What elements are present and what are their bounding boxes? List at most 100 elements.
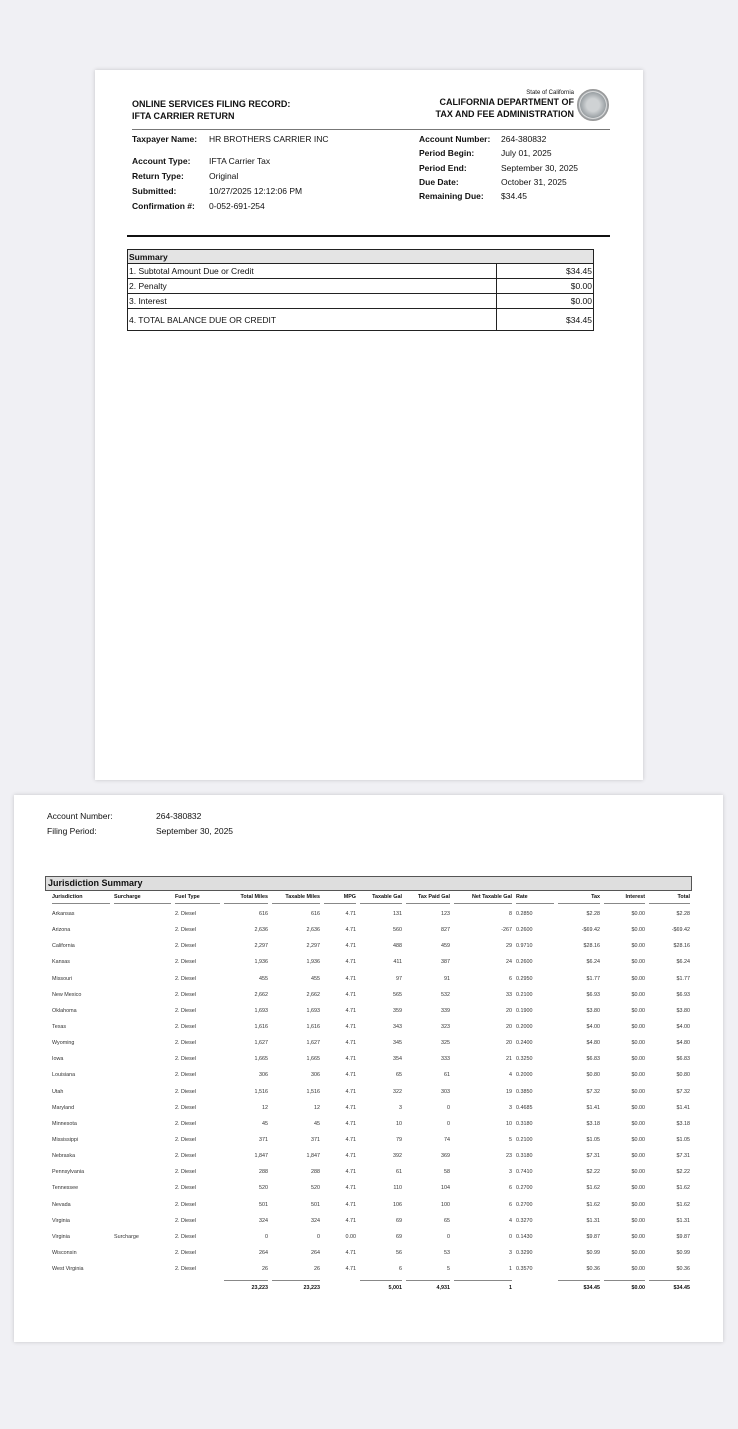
table-cell: 110 (393, 1185, 402, 1192)
field-value: 0-052-691-254 (209, 201, 265, 211)
table-cell: 53 (444, 1250, 450, 1257)
table-cell: 0.2700 (516, 1185, 533, 1192)
table-cell: 0.2700 (516, 1201, 533, 1208)
table-cell: 616 (259, 911, 268, 918)
table-cell: Mississippi (52, 1137, 79, 1144)
table-row: California 2. Diesel 2,297 2,297 4.71 488 459 2… (50, 938, 692, 954)
table-cell: 4.71 (345, 1120, 357, 1127)
table-cell: 10 (396, 1120, 402, 1127)
table-cell: 2,297 (254, 943, 269, 950)
table-cell (112, 1261, 173, 1277)
table-cell: 91 (444, 975, 450, 982)
table-cell: 359 (393, 1007, 402, 1014)
table-cell: 2. Diesel (175, 943, 196, 950)
table-cell: 2. Diesel (175, 1007, 196, 1014)
table-cell: 4.71 (345, 1072, 357, 1079)
table-cell: 2. Diesel (175, 1040, 196, 1047)
column-header-label: Total Miles (224, 894, 268, 904)
table-cell: 1,627 (306, 1040, 321, 1047)
column-header-label: Rate (516, 894, 554, 904)
table-cell: 264 (311, 1250, 320, 1257)
column-header: Tax (556, 894, 602, 906)
table-cell: $1.31 (676, 1217, 691, 1224)
table-row: Wyoming 2. Diesel 1,627 1,627 4.71 345 325 20 0.… (50, 1035, 692, 1051)
table-cell: 4.71 (345, 943, 357, 950)
table-cell: Virginia (52, 1217, 70, 1224)
table-cell: 827 (441, 927, 450, 934)
table-cell: 323 (441, 1024, 450, 1031)
field-label: Due Date: (419, 177, 459, 187)
table-cell: Texas (52, 1024, 67, 1031)
table-cell (112, 1180, 173, 1196)
table-cell: $0.00 (631, 911, 646, 918)
summary-row: 3. Interest $0.00 (127, 293, 594, 309)
table-cell: Nevada (52, 1201, 71, 1208)
table-cell: $0.00 (631, 1266, 646, 1273)
totals-row: 23,223 23,223 5,001 4,931 1 $34.45 $0.00 $34.45 (50, 1277, 692, 1293)
total-cell (173, 1277, 222, 1293)
table-cell: 3 (509, 1104, 512, 1111)
table-cell: $7.32 (676, 1088, 691, 1095)
table-cell: $7.32 (586, 1088, 601, 1095)
summary-label: 2. Penalty (127, 278, 497, 294)
table-cell: 2. Diesel (175, 1217, 196, 1224)
table-cell: 12 (262, 1104, 268, 1111)
table-cell: $1.62 (676, 1201, 691, 1208)
column-header-label: Interest (604, 894, 645, 904)
table-cell: 2. Diesel (175, 1056, 196, 1063)
table-row: Pennsylvania 2. Diesel 288 288 4.71 61 58 3 0.74… (50, 1164, 692, 1180)
table-cell: $0.00 (631, 1104, 646, 1111)
table-cell: 1,847 (306, 1153, 321, 1160)
total-cell: $0.00 (602, 1277, 647, 1293)
account-value: 264-380832 (156, 811, 202, 821)
table-cell: $6.83 (586, 1056, 601, 1063)
field-label: Taxpayer Name: (132, 134, 198, 144)
table-cell: 0.7410 (516, 1169, 533, 1176)
table-cell: $0.00 (631, 1007, 646, 1014)
table-cell: 26 (262, 1266, 268, 1273)
field-value: July 01, 2025 (501, 148, 552, 158)
table-cell (112, 954, 173, 970)
table-cell: 288 (311, 1169, 320, 1176)
summary-label: 4. TOTAL BALANCE DUE OR CREDIT (127, 308, 497, 331)
table-row: West Virginia 2. Diesel 26 26 4.71 6 5 1 0.3570 $… (50, 1261, 692, 1277)
table-cell (112, 971, 173, 987)
table-cell: $2.22 (586, 1169, 601, 1176)
table-cell: 0.3250 (516, 1056, 533, 1063)
table-cell: 0 (447, 1233, 450, 1240)
column-header-label: Surcharge (114, 894, 171, 904)
total-value: 5,001 (360, 1279, 402, 1291)
table-cell: 21 (506, 1056, 512, 1063)
table-cell: $6.93 (676, 991, 691, 998)
total-value: 23,223 (224, 1279, 268, 1291)
table-cell: 0 (265, 1233, 268, 1240)
table-cell: 65 (396, 1072, 402, 1079)
column-header-label: Net Taxable Gal (454, 894, 512, 904)
table-cell: 0.2600 (516, 959, 533, 966)
table-row: Mississippi 2. Diesel 371 371 4.71 79 74 5 0.210… (50, 1132, 692, 1148)
table-cell: 4.71 (345, 1217, 357, 1224)
table-cell: 123 (441, 911, 450, 918)
total-cell: 4,931 (404, 1277, 452, 1293)
table-cell: $0.00 (631, 1185, 646, 1192)
table-cell: $0.00 (631, 1088, 646, 1095)
table-cell: 455 (311, 975, 320, 982)
table-cell: 4 (509, 1217, 512, 1224)
table-cell: 520 (259, 1185, 268, 1192)
table-row: Virginia Surcharge 2. Diesel 0 0 0.00 69 0 0 0.14… (50, 1229, 692, 1245)
table-cell: $0.00 (631, 975, 646, 982)
table-cell: Surcharge (114, 1233, 139, 1240)
table-cell: 0.2400 (516, 1040, 533, 1047)
table-cell (112, 1116, 173, 1132)
table-cell: 1,665 (254, 1056, 269, 1063)
table-cell: 97 (396, 975, 402, 982)
table-cell: 0.2600 (516, 927, 533, 934)
table-row: New Mexico 2. Diesel 2,662 2,662 4.71 565 532 3… (50, 987, 692, 1003)
field-label: Return Type: (132, 171, 184, 181)
table-cell: 2. Diesel (175, 991, 196, 998)
table-cell (112, 1035, 173, 1051)
table-cell: 74 (444, 1137, 450, 1144)
table-cell: $1.41 (676, 1104, 691, 1111)
table-cell: 5 (509, 1137, 512, 1144)
table-cell: $1.62 (586, 1185, 601, 1192)
